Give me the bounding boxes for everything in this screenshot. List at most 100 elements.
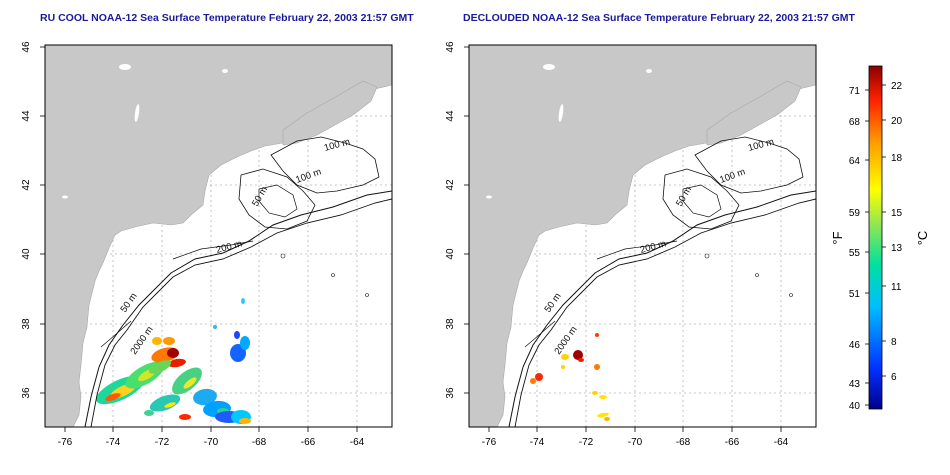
- nova-scotia-landmass: [706, 80, 802, 146]
- longitude-tick-label: -76: [482, 437, 497, 448]
- sst-patch: [592, 391, 598, 395]
- depth-contour: [682, 184, 722, 218]
- sst-patch: [561, 354, 569, 360]
- depth-contour: [524, 320, 556, 348]
- inland-lake: [558, 104, 564, 122]
- land: [469, 45, 816, 427]
- colorbar-gradient: [868, 65, 883, 410]
- depth-contour: [694, 136, 804, 194]
- sst-patch: [179, 414, 191, 420]
- depth-contour: [596, 240, 678, 260]
- map-frame: [468, 44, 817, 428]
- colorbar: 71 68 64 59 55 51 46 43 40 22 20 18 15 13 11 8 6 °F °C: [830, 65, 930, 412]
- depth-contour: [90, 198, 392, 427]
- sst-patch: [597, 412, 609, 418]
- nova-scotia-landmass: [282, 80, 378, 146]
- inland-lake: [646, 69, 652, 73]
- latitude-tick-label: 38: [21, 318, 32, 330]
- longitude-tick-label: -70: [204, 437, 219, 448]
- latitude-tick-label: 40: [21, 248, 32, 260]
- celsius-tick-label: 18: [891, 153, 903, 164]
- seamount-contour: [704, 253, 710, 259]
- celsius-tick-label: 6: [891, 372, 897, 383]
- depth-contour: [258, 184, 298, 218]
- depth-contour: [270, 136, 380, 194]
- depth-contour: [514, 198, 816, 427]
- depth-contour: [172, 240, 254, 260]
- longitude-tick-label: -70: [628, 437, 643, 448]
- sst-patch: [168, 358, 186, 368]
- celsius-tick-label: 13: [891, 243, 903, 254]
- sst-patch: [234, 331, 240, 339]
- sst-patch: [240, 336, 250, 350]
- fahrenheit-tick-label: 59: [849, 208, 861, 219]
- fahrenheit-tick-label: 46: [849, 340, 861, 351]
- depth-contour: [508, 190, 816, 427]
- celsius-tick-label: 8: [891, 337, 897, 348]
- seamount-contour: [365, 293, 369, 297]
- fahrenheit-unit-label: °F: [830, 231, 845, 244]
- fahrenheit-tick-label: 71: [849, 86, 861, 97]
- longitude-tick-label: -72: [579, 437, 594, 448]
- sst-patch: [152, 337, 162, 345]
- sst-patch: [164, 402, 176, 408]
- longitude-tick-label: -68: [676, 437, 691, 448]
- latitude-tick-label: 44: [445, 110, 456, 122]
- latitude-tick-label: 42: [21, 179, 32, 191]
- sst-patch: [105, 393, 121, 401]
- inland-lake: [543, 64, 555, 70]
- fahrenheit-tick-label: 55: [849, 248, 861, 259]
- map-frame: [44, 44, 393, 428]
- seamount-contour: [755, 273, 759, 277]
- latitude-tick-label: 44: [21, 110, 32, 122]
- sst-patch: [144, 410, 154, 416]
- longitude-tick-label: -64: [350, 437, 365, 448]
- inland-lake: [119, 64, 131, 70]
- latitude-tick-label: 46: [445, 41, 456, 53]
- seamount-contour: [789, 293, 793, 297]
- fahrenheit-tick-label: 68: [849, 117, 861, 128]
- fahrenheit-tick-label: 51: [849, 289, 861, 300]
- fahrenheit-tick-label: 64: [849, 156, 861, 167]
- sst-patch: [604, 417, 610, 421]
- celsius-unit-label: °C: [915, 231, 930, 246]
- sst-patch: [149, 394, 181, 412]
- sst-patch: [213, 325, 217, 329]
- depth-contour: [84, 190, 392, 427]
- sst-patch: [167, 348, 179, 358]
- sst-data: [96, 298, 251, 424]
- longitude-tick-label: -74: [106, 437, 121, 448]
- latitude-tick-label: 36: [21, 387, 32, 399]
- sst-patch: [163, 337, 175, 345]
- sst-patch: [530, 378, 536, 384]
- celsius-tick-label: 20: [891, 116, 903, 127]
- fahrenheit-tick-label: 43: [849, 379, 861, 390]
- sst-patch: [561, 365, 565, 369]
- map-title-right: DECLOUDED NOAA-12 Sea Surface Temperatur…: [463, 12, 855, 24]
- sst-patch: [148, 360, 172, 374]
- sst-patch: [183, 377, 197, 389]
- sst-patch: [193, 388, 217, 406]
- longitude-tick-label: -66: [301, 437, 316, 448]
- longitude-tick-label: -66: [725, 437, 740, 448]
- sst-patch: [595, 333, 599, 337]
- sst-patch: [239, 418, 251, 424]
- latitude-tick-label: 42: [445, 179, 456, 191]
- celsius-tick-label: 11: [891, 282, 902, 293]
- seamount-contour: [331, 273, 335, 277]
- longitude-tick-label: -64: [774, 437, 789, 448]
- sst-patch: [578, 358, 584, 362]
- longitude-tick-label: -74: [530, 437, 545, 448]
- seamount-contour: [280, 253, 286, 259]
- sst-data: [530, 333, 610, 421]
- inland-lake: [486, 195, 492, 199]
- sst-patch: [241, 298, 245, 304]
- inland-lake: [62, 195, 68, 199]
- land: [45, 45, 392, 427]
- latitude-tick-label: 38: [445, 318, 456, 330]
- depth-contour: [238, 168, 316, 230]
